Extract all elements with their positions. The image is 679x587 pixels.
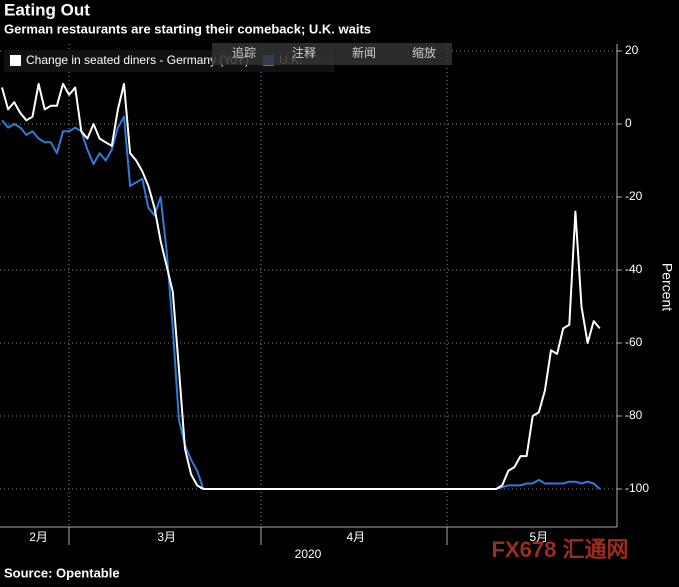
chart-subtitle: German restaurants are starting their co…	[4, 21, 371, 36]
month-boundaries	[68, 44, 448, 545]
y-tick-label: -60	[625, 335, 643, 349]
y-tick-label: 20	[625, 43, 639, 57]
plot: 20 0 -20 -40 -60 -80 -100 2月 3月 4月 5月	[0, 43, 649, 544]
x-axis-label: 2020	[295, 547, 322, 561]
data-line	[1, 115, 601, 490]
toolbar-item: 注释	[292, 45, 316, 60]
toolbar-item: 新闻	[352, 45, 376, 60]
x-tick-label: 3月	[157, 530, 176, 544]
source: Source: Opentable	[4, 565, 120, 580]
toolbar-item: 追踪	[232, 45, 256, 60]
x-tick-label: 5月	[529, 530, 548, 544]
toolbar-item: 缩放	[412, 45, 436, 60]
data-line	[1, 82, 601, 490]
y-tick-label: 0	[625, 116, 632, 130]
y-tick-label: -100	[625, 481, 649, 495]
x-tick-label: 4月	[346, 530, 365, 544]
x-tick-label: 2月	[29, 530, 48, 544]
watermark: FX678 汇通网	[492, 537, 629, 562]
y-tick-label: -80	[625, 408, 643, 422]
toolbar: 追踪 注释 新闻 缩放	[212, 43, 452, 65]
legend-label: Change in seated diners - Germany (YoY)	[26, 53, 249, 67]
y-axis-label: Percent	[659, 263, 675, 311]
toolbar-box	[212, 43, 452, 65]
chart-title: Eating Out	[4, 0, 90, 19]
legend-swatch	[10, 55, 21, 66]
y-tick-label: -20	[625, 189, 643, 203]
y-tick-label: -40	[625, 262, 643, 276]
